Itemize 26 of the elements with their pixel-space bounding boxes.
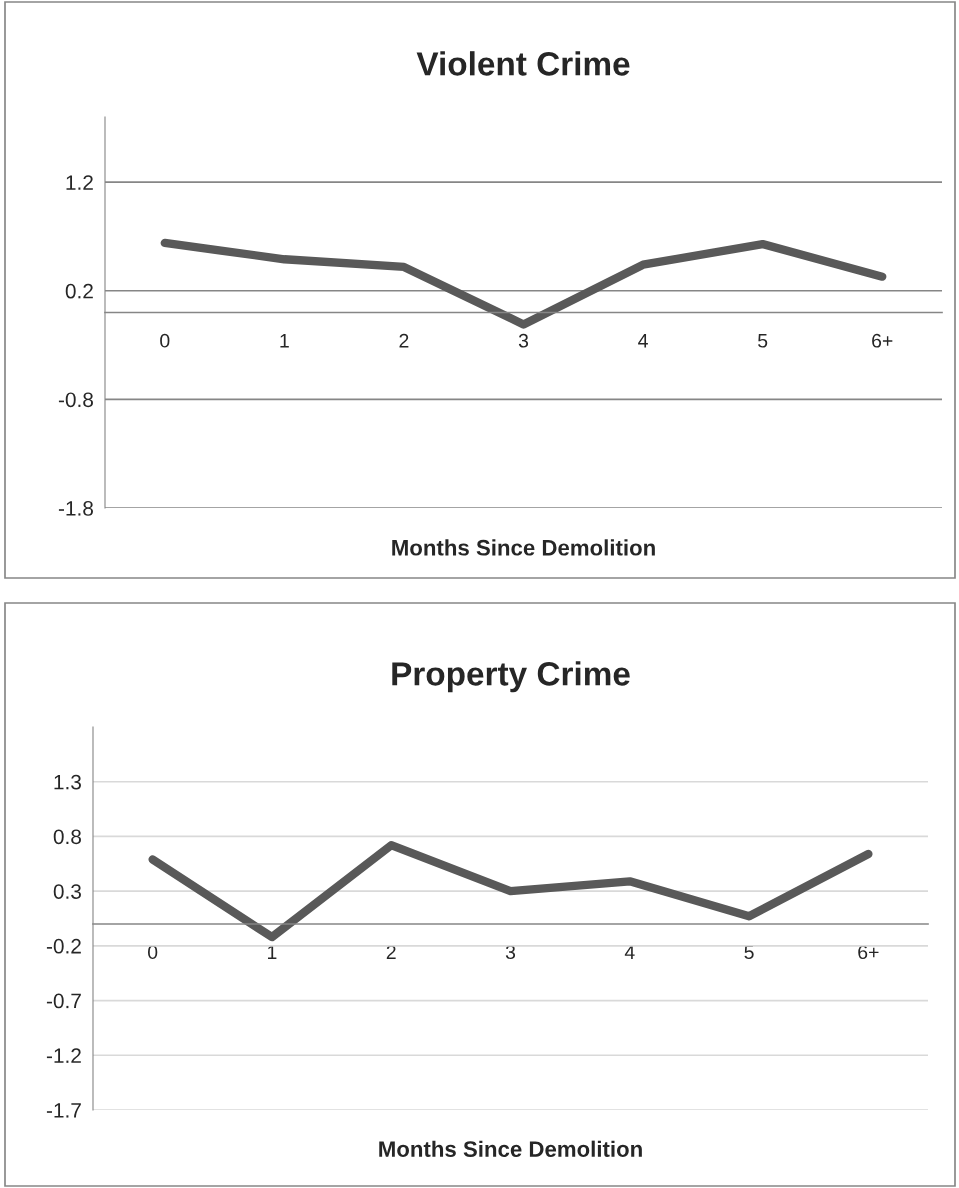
x-tick-label: 5 xyxy=(758,334,768,348)
x-axis-title: Months Since Demolition xyxy=(392,539,655,556)
x-tick-label: 6+ xyxy=(872,333,893,348)
x-tick-label: 2 xyxy=(399,333,409,348)
x-tick-label: 4 xyxy=(638,334,648,348)
x-tick-label: 1 xyxy=(268,945,277,959)
x-tick-label: 3 xyxy=(518,333,529,348)
y-tick-label: 0.8 xyxy=(53,829,81,845)
y-tick-label: 1.2 xyxy=(66,175,93,190)
x-axis-title: Months Since Demolition xyxy=(379,1140,642,1157)
y-tick-label: -0.7 xyxy=(46,993,81,1009)
y-tick-label: 0.3 xyxy=(53,884,81,899)
x-tick-label: 0 xyxy=(148,945,158,960)
chart-title: Property Crime xyxy=(392,661,630,693)
y-tick-label: -0.2 xyxy=(46,938,81,954)
y-tick-label: -1.7 xyxy=(46,1103,81,1118)
x-tick-label: 1 xyxy=(280,334,289,348)
y-tick-label: -0.8 xyxy=(58,392,93,408)
chart-title: Violent Crime xyxy=(416,51,630,76)
x-tick-label: 4 xyxy=(624,945,635,959)
y-tick-label: 0.2 xyxy=(65,283,93,299)
y-tick-label: -1.2 xyxy=(46,1048,81,1063)
y-tick-label: -1.8 xyxy=(58,501,93,516)
x-tick-label: 6+ xyxy=(858,945,879,960)
x-tick-label: 0 xyxy=(160,333,170,348)
y-tick-label: 1.3 xyxy=(54,774,81,790)
